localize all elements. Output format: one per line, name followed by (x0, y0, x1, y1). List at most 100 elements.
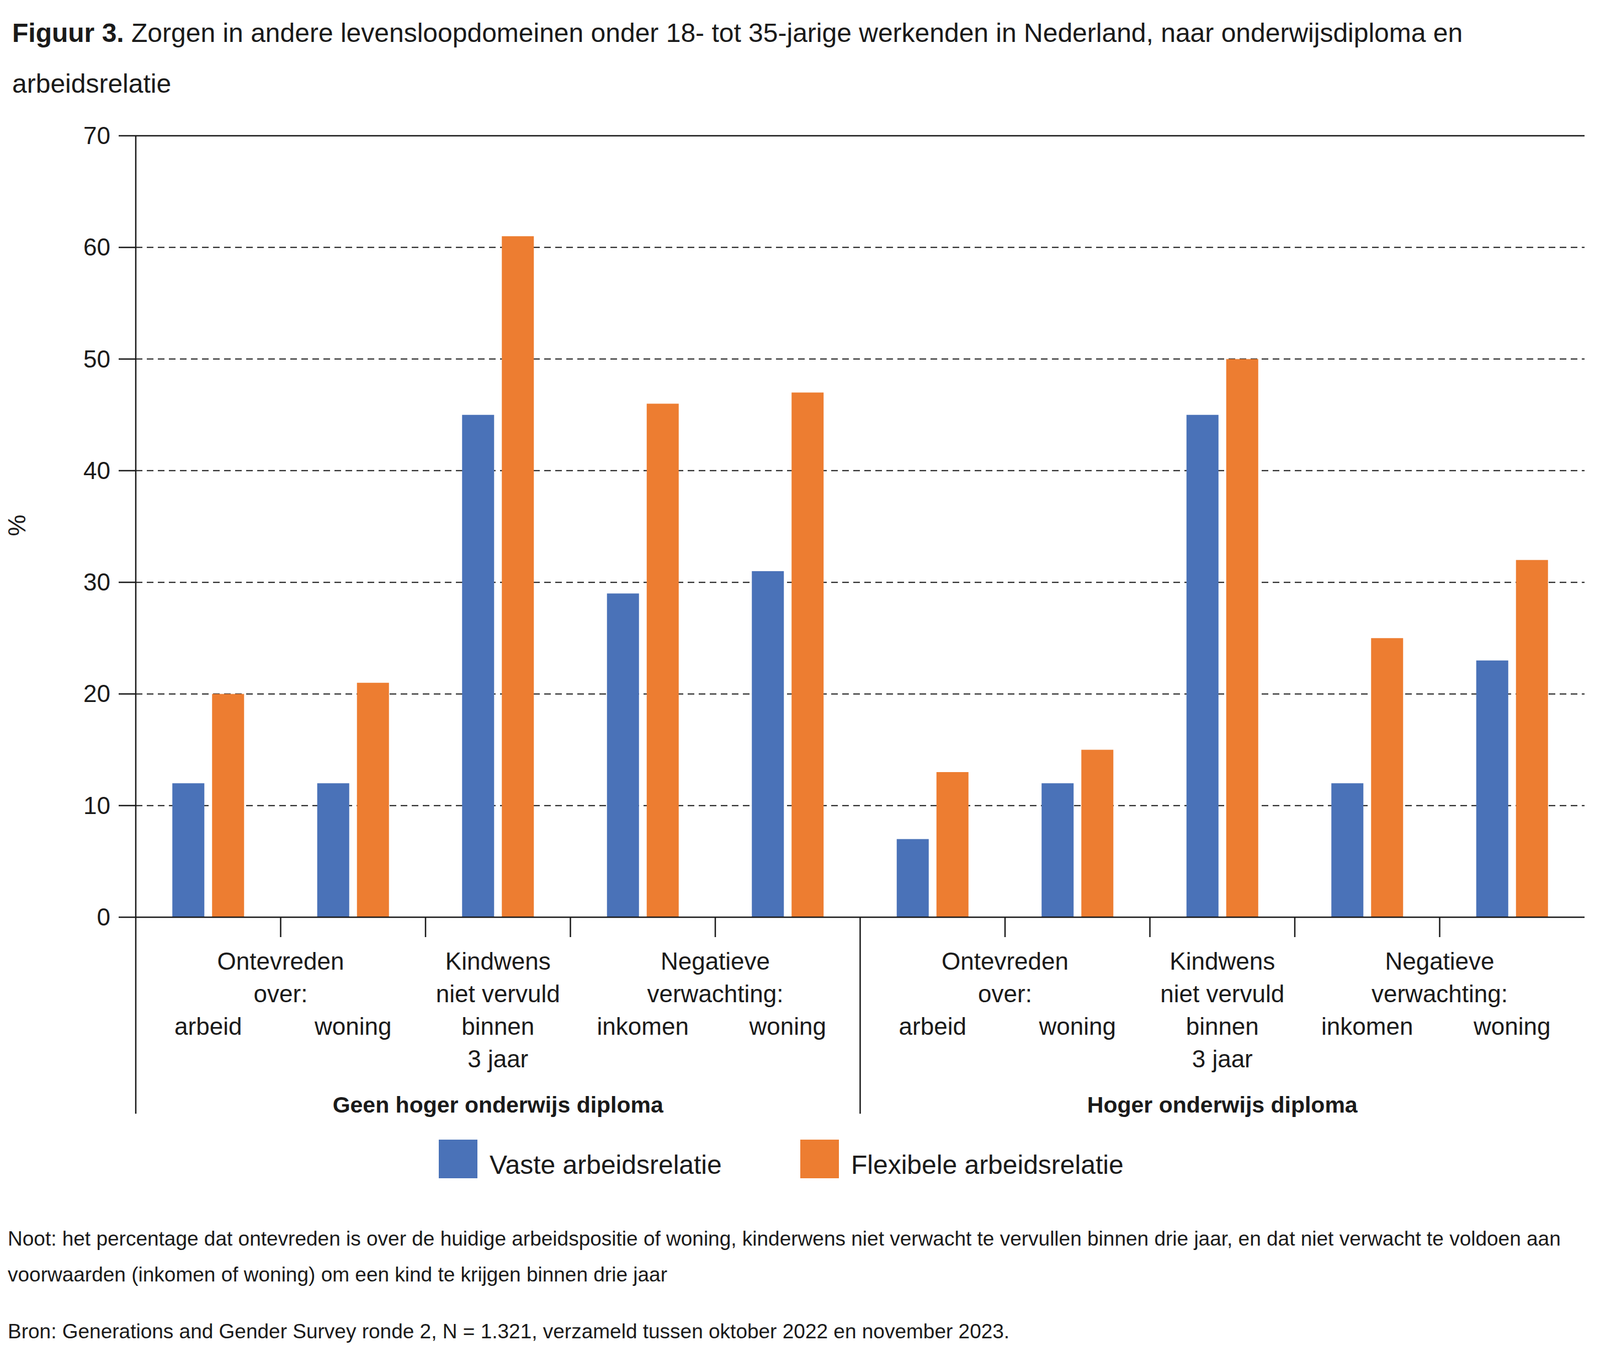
category-group-label: Ontevreden over: (217, 947, 345, 1008)
label-line: woning (314, 1012, 392, 1040)
label-line: woning (1473, 1012, 1551, 1040)
category-group-label: Negatieve verwachting: (1371, 947, 1508, 1008)
bar (646, 403, 679, 918)
group-separator (135, 917, 137, 1114)
x-tick-label: inkomen (597, 1012, 689, 1040)
y-tick-label: 0 (97, 903, 111, 931)
bar (357, 682, 390, 918)
grid-line (135, 805, 1585, 807)
label-line: inkomen (1321, 1012, 1413, 1040)
bar (607, 593, 640, 918)
legend-label: Vaste arbeidsrelatie (489, 1150, 722, 1180)
label-line: over: (977, 980, 1033, 1008)
x-tick-label: arbeid (899, 1012, 967, 1040)
category-separator (714, 917, 717, 938)
bar (1186, 415, 1219, 918)
bar (1331, 783, 1364, 918)
y-tick (118, 916, 136, 919)
x-tick-label: woning (748, 1012, 827, 1040)
label-line: binnen (461, 1012, 535, 1040)
title-label: Figuur 3. (12, 18, 125, 48)
source: Bron: Generations and Gender Survey rond… (7, 1313, 1592, 1350)
grid-line (135, 581, 1585, 583)
chart: 0 10 20 30 40 50 60 70% Ontevreden over: Negatieve… (0, 0, 1600, 1351)
grid-line (135, 693, 1585, 695)
label-line: Ontevreden (941, 947, 1069, 975)
category-separator (1438, 917, 1441, 938)
label-line: Ontevreden (217, 947, 345, 975)
bar (172, 783, 205, 918)
bar (1226, 359, 1259, 918)
title: Zorgen in andere levensloopdomeinen onde… (12, 18, 1463, 99)
bar (501, 236, 534, 918)
group-separator (859, 917, 861, 1114)
label-line: arbeid (899, 1012, 967, 1040)
label-line: binnen (1186, 1012, 1259, 1040)
bar (1476, 660, 1509, 918)
x-tick-label: arbeid (174, 1012, 242, 1040)
bar (1041, 783, 1074, 918)
grid-line (135, 246, 1585, 248)
bar (1081, 750, 1114, 918)
bar (461, 415, 494, 918)
y-tick-label: 20 (83, 679, 111, 708)
label-line: verwachting: (646, 980, 784, 1008)
y-tick (118, 135, 136, 137)
y-axis (135, 135, 137, 918)
title-block: Figuur 3. Zorgen in andere levensloopdom… (12, 7, 1586, 110)
legend-swatch (800, 1139, 839, 1179)
category-separator (279, 917, 282, 938)
label-line: verwachting: (1371, 980, 1508, 1008)
category-separator (569, 917, 572, 938)
grid-line (135, 358, 1585, 360)
y-tick-label: 70 (83, 121, 111, 150)
label-line: niet vervuld (1160, 980, 1285, 1008)
note: Noot: het percentage dat ontevreden is o… (7, 1220, 1592, 1293)
bar (1370, 638, 1403, 918)
bar (936, 772, 969, 918)
x-tick-label: woning (1038, 1012, 1116, 1040)
category-separator (1149, 917, 1151, 938)
bar (317, 783, 350, 918)
label-line: niet vervuld (436, 980, 561, 1008)
y-tick (118, 693, 136, 695)
label-line: Kindwens (1169, 947, 1275, 975)
grid-line (135, 135, 1585, 137)
y-tick-label: 40 (83, 456, 111, 485)
group-label: Geen hoger onderwijs diploma (332, 1092, 664, 1118)
x-tick-label: woning (314, 1012, 392, 1040)
bar (1516, 560, 1549, 918)
group-label: Hoger onderwijs diploma (1087, 1092, 1359, 1118)
y-tick (118, 581, 136, 584)
legend-label: Flexibele arbeidsrelatie (851, 1150, 1124, 1180)
x-tick-label: woning (1473, 1012, 1551, 1040)
label-line: Negatieve (1384, 947, 1495, 975)
category-group-label: Negatieve verwachting: (646, 947, 784, 1008)
label-line: 3 jaar (1192, 1045, 1253, 1073)
label-line: Negatieve (660, 947, 770, 975)
bars (172, 236, 1549, 918)
bar (896, 838, 929, 918)
category-separator (1294, 917, 1296, 938)
category-separator (1004, 917, 1007, 938)
y-tick-label: 60 (83, 233, 111, 261)
y-tick (118, 470, 136, 472)
label-line: inkomen (597, 1012, 689, 1040)
y-axis-label: % (3, 514, 31, 536)
y-tick-label: 30 (83, 568, 111, 596)
y-tick (118, 246, 136, 249)
y-tick (118, 804, 136, 807)
label-line: 3 jaar (467, 1045, 529, 1073)
label-line: over: (253, 980, 308, 1008)
bar (791, 392, 824, 918)
category-group-label: Ontevreden over: (941, 947, 1069, 1008)
y-tick-label: 50 (83, 345, 111, 373)
x-tick-label: Kindwens niet vervuld binnen 3 jaar (1160, 947, 1285, 1073)
label-line: arbeid (174, 1012, 242, 1040)
bar (211, 693, 244, 918)
x-tick-label: inkomen (1321, 1012, 1413, 1040)
legend-swatch (438, 1139, 478, 1179)
label-line: Kindwens (445, 947, 551, 975)
label-line: woning (748, 1012, 827, 1040)
y-tick-label: 10 (83, 791, 111, 820)
